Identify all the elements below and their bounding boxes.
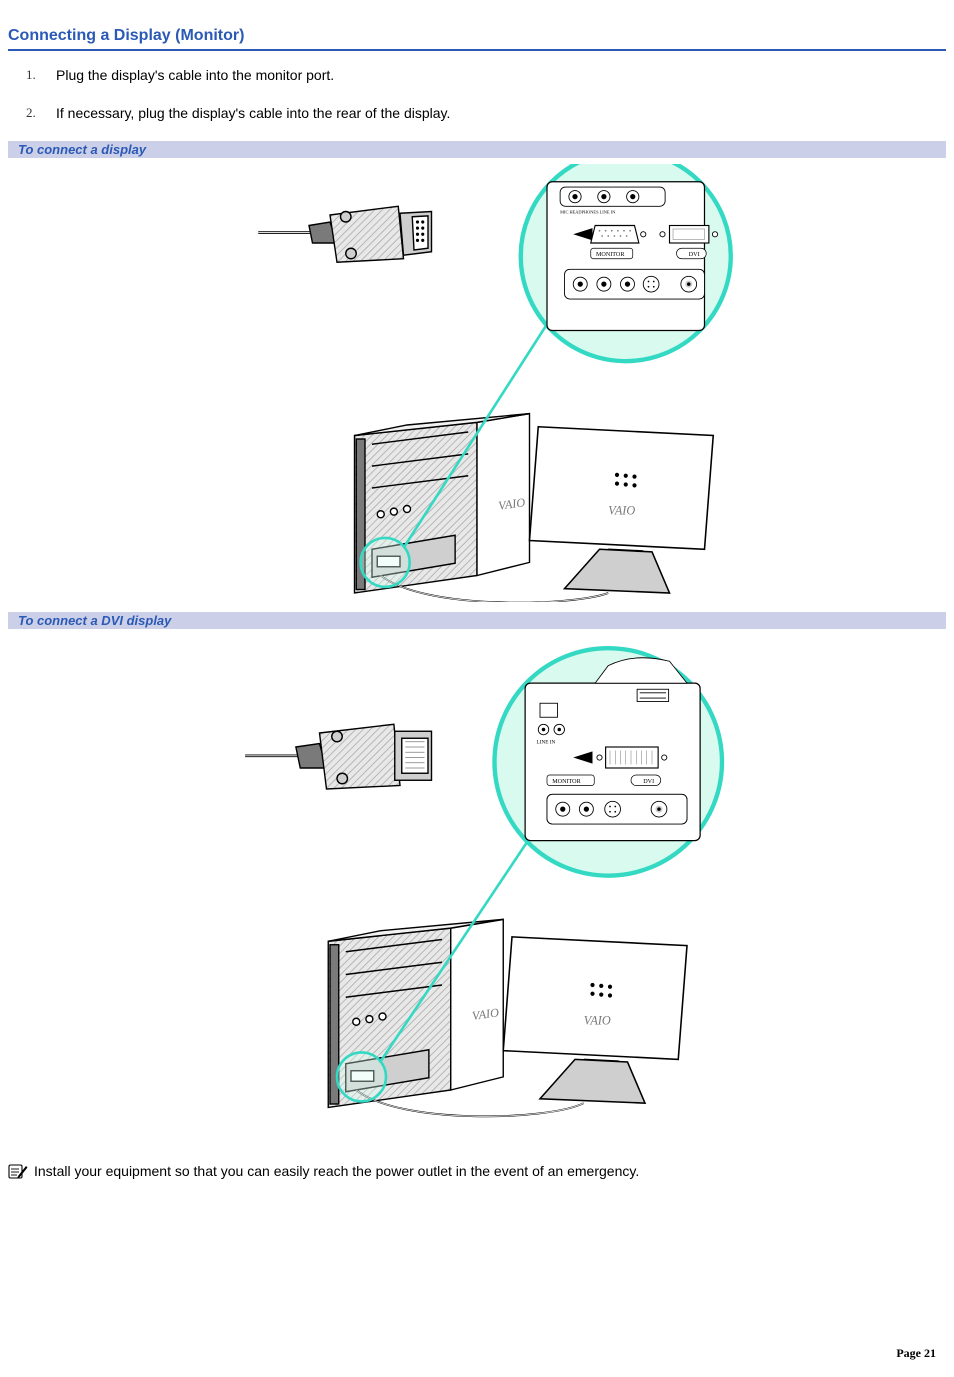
- steps-list: Plug the display's cable into the monito…: [8, 65, 946, 124]
- page-number: Page 21: [896, 1346, 936, 1361]
- figure-caption-vga: To connect a display: [8, 141, 946, 158]
- step-text: If necessary, plug the display's cable i…: [56, 105, 450, 121]
- step-item: Plug the display's cable into the monito…: [50, 65, 946, 85]
- dvi-port-label: DVI: [689, 253, 700, 259]
- step-text: Plug the display's cable into the monito…: [56, 67, 334, 83]
- monitor-port-label-2: MONITOR: [552, 779, 581, 785]
- step-item: If necessary, plug the display's cable i…: [50, 103, 946, 123]
- figure-vga-svg: VAIO VAIO MIC: [197, 164, 757, 602]
- figure-dvi-svg: VAIO VAIO LAN: [197, 635, 757, 1125]
- note: Install your equipment so that you can e…: [8, 1161, 946, 1185]
- monitor-port-label: MONITOR: [596, 253, 625, 259]
- monitor-brand-label: VAIO: [608, 504, 635, 518]
- note-text: Install your equipment so that you can e…: [34, 1161, 639, 1181]
- note-pencil-icon: [8, 1162, 28, 1185]
- figure-vga: VAIO VAIO MIC: [8, 158, 946, 612]
- section-title: Connecting a Display (Monitor): [8, 26, 946, 51]
- linein-label: LINE IN: [537, 740, 556, 746]
- audio-labels: MIC HEADPHONES LINE IN: [560, 210, 616, 215]
- dvi-port-label-2: DVI: [643, 779, 654, 785]
- figure-dvi: VAIO VAIO LAN: [8, 629, 946, 1135]
- monitor-brand-label-2: VAIO: [584, 1014, 611, 1028]
- figure-caption-dvi: To connect a DVI display: [8, 612, 946, 629]
